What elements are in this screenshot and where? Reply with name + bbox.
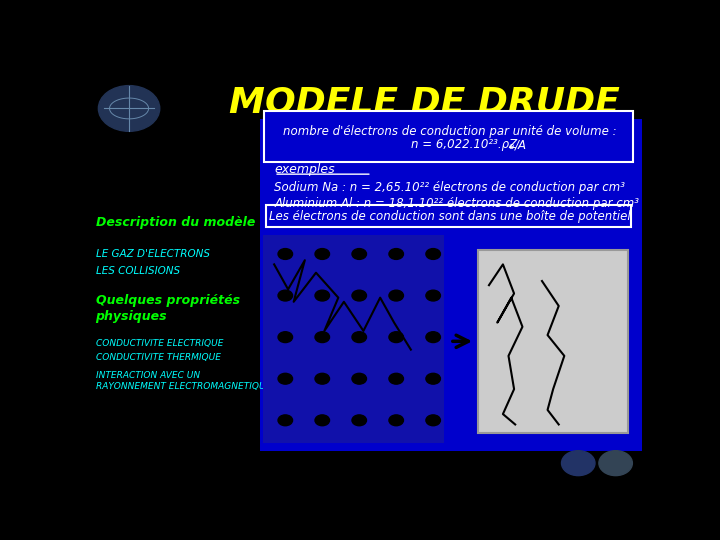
- Text: LE GAZ D'ELECTRONS: LE GAZ D'ELECTRONS: [96, 249, 210, 259]
- Circle shape: [389, 373, 403, 384]
- Circle shape: [99, 85, 160, 131]
- Circle shape: [315, 415, 330, 426]
- Text: e: e: [508, 142, 513, 151]
- Circle shape: [315, 373, 330, 384]
- Text: MODELE DE DRUDE: MODELE DE DRUDE: [230, 85, 620, 119]
- FancyBboxPatch shape: [264, 111, 633, 161]
- Text: Sodium Na : n = 2,65.10²² électrons de conduction par cm³: Sodium Na : n = 2,65.10²² électrons de c…: [274, 181, 625, 194]
- Circle shape: [352, 248, 366, 259]
- Circle shape: [599, 451, 632, 476]
- Text: CONDUCTIVITE ELECTRIQUE: CONDUCTIVITE ELECTRIQUE: [96, 339, 223, 348]
- Circle shape: [315, 290, 330, 301]
- Circle shape: [389, 290, 403, 301]
- Circle shape: [352, 290, 366, 301]
- Circle shape: [426, 415, 441, 426]
- Circle shape: [278, 290, 292, 301]
- Circle shape: [389, 248, 403, 259]
- Circle shape: [278, 332, 292, 342]
- Text: CONDUCTIVITE THERMIQUE: CONDUCTIVITE THERMIQUE: [96, 354, 220, 362]
- Text: Description du modèle: Description du modèle: [96, 217, 255, 230]
- Circle shape: [278, 415, 292, 426]
- Text: Quelques propriétés
physiques: Quelques propriétés physiques: [96, 294, 240, 322]
- Circle shape: [562, 451, 595, 476]
- Text: n = 6,022.10²³.ρZ: n = 6,022.10²³.ρZ: [411, 138, 517, 151]
- Circle shape: [352, 373, 366, 384]
- Text: /A: /A: [516, 138, 527, 151]
- Text: nombre d'électrons de conduction par unité de volume :: nombre d'électrons de conduction par uni…: [283, 125, 617, 138]
- FancyBboxPatch shape: [260, 119, 642, 451]
- FancyBboxPatch shape: [263, 235, 444, 443]
- Circle shape: [389, 332, 403, 342]
- Text: Les électrons de conduction sont dans une boîte de potentiel: Les électrons de conduction sont dans un…: [269, 210, 631, 222]
- Circle shape: [426, 290, 441, 301]
- Circle shape: [426, 248, 441, 259]
- Text: INTERACTION AVEC UN
RAYONNEMENT ELECTROMAGNETIQUE: INTERACTION AVEC UN RAYONNEMENT ELECTROM…: [96, 371, 271, 391]
- Circle shape: [352, 332, 366, 342]
- Circle shape: [352, 415, 366, 426]
- Text: LES COLLISIONS: LES COLLISIONS: [96, 266, 180, 275]
- Circle shape: [426, 332, 441, 342]
- Circle shape: [278, 373, 292, 384]
- FancyBboxPatch shape: [478, 250, 629, 433]
- Circle shape: [315, 248, 330, 259]
- Circle shape: [389, 415, 403, 426]
- Circle shape: [426, 373, 441, 384]
- Circle shape: [278, 248, 292, 259]
- Text: exemples: exemples: [274, 163, 335, 176]
- Circle shape: [315, 332, 330, 342]
- FancyBboxPatch shape: [266, 205, 631, 227]
- Text: Aluminium Al : n = 18,1.10²² électrons de conduction par cm³: Aluminium Al : n = 18,1.10²² électrons d…: [274, 197, 639, 210]
